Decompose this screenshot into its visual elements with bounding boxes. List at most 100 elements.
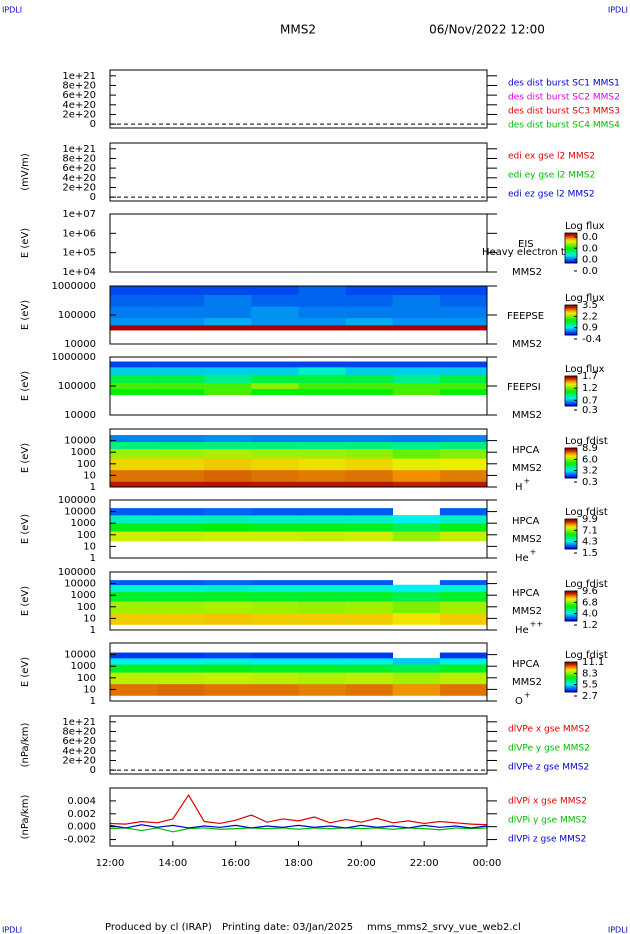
heatmap-cell (345, 325, 394, 331)
colorbar-stripe (565, 683, 577, 685)
colorbar-stripe (565, 391, 577, 393)
heatmap-cell (298, 374, 346, 383)
colorbar-stripe (565, 392, 577, 394)
heatmap-cell (345, 664, 394, 673)
heatmap-cell (298, 664, 346, 673)
colorbar-stripe (565, 382, 577, 384)
heatmap-cell (110, 612, 158, 625)
colorbar-stripe (565, 519, 577, 521)
colorbar-stripe (565, 604, 577, 607)
instrument-label: HPCA (512, 659, 540, 670)
colorbar-stripe (565, 526, 577, 529)
colorbar-tick-label: 2.7 (582, 691, 598, 702)
heatmap-cell (251, 306, 299, 319)
colorbar-title: Log flux (565, 293, 605, 304)
heatmap-cell (157, 388, 205, 396)
y-tick-label: 100000 (58, 381, 96, 392)
heatmap-cell (204, 672, 252, 685)
colorbar-stripe (565, 238, 577, 240)
colorbar-stripe (565, 331, 577, 333)
heatmap-cell (204, 374, 252, 383)
heatmap-cell (157, 306, 205, 319)
colorbar-stripe (565, 383, 577, 386)
heatmap-cell (110, 286, 158, 296)
colorbar-stripe (565, 453, 577, 455)
colorbar-stripe (565, 239, 577, 241)
colorbar-stripe (565, 672, 577, 674)
heatmap-cell (392, 658, 441, 665)
colorbar-stripe (565, 685, 577, 688)
legend-entry: des dist burst SC4 MMS4 (508, 121, 620, 131)
colorbar-stripe (565, 248, 577, 250)
colorbar-stripe (565, 601, 577, 603)
colorbar-tick-label: 11.1 (582, 657, 604, 668)
heatmap-cell (251, 448, 299, 459)
heatmap-cell (157, 374, 205, 383)
colorbar-stripe (565, 261, 577, 264)
y-tick-label: 100 (77, 459, 96, 470)
heatmap-cell (298, 361, 346, 368)
legend-entry: dlVPe x gse MMS2 (508, 725, 590, 735)
colorbar-stripe (565, 596, 577, 598)
instrument-label: HPCA (512, 588, 540, 599)
y-tick-label: 10000 (64, 579, 96, 590)
colorbar-tick-label: 8.3 (582, 668, 598, 679)
heatmap-cell (439, 584, 488, 593)
y-tick-label: 100 (77, 530, 96, 541)
colorbar-stripe (565, 534, 577, 536)
heatmap-cell (157, 317, 205, 326)
heatmap-cell (110, 580, 158, 586)
y-tick-label: 10 (83, 470, 96, 481)
spacecraft-label: MMS2 (512, 410, 542, 421)
colorbar-stripe (565, 536, 577, 539)
heatmap-cell (110, 683, 158, 696)
heatmap-cell (345, 374, 394, 383)
colorbar-stripe (565, 236, 577, 239)
heatmap-cell (298, 458, 346, 471)
heatmap-cell (110, 672, 158, 685)
heatmap-cell (251, 523, 299, 532)
colorbar-stripe (565, 253, 577, 255)
colorbar-stripe (565, 332, 577, 335)
colorbar-stripe (565, 520, 577, 522)
colorbar-stripe (565, 599, 577, 602)
y-tick-label: 100000 (58, 567, 96, 578)
colorbar-stripe (565, 677, 577, 679)
heatmap-cell (345, 448, 394, 459)
y-tick-label: 1 (90, 482, 96, 493)
panel-frame (109, 213, 488, 273)
colorbar-stripe (565, 465, 577, 468)
heatmap-cell (298, 441, 346, 450)
x-tick-label: 14:00 (158, 858, 187, 869)
heatmap-cell (251, 591, 299, 602)
heatmap-cell (204, 306, 252, 319)
heatmap-cell (251, 481, 299, 488)
heatmap-cell (110, 664, 158, 673)
instrument-label: EIS (518, 239, 534, 250)
y-tick-label: 100 (77, 673, 96, 684)
colorbar-stripe (565, 540, 577, 542)
heatmap-cell (110, 367, 158, 375)
colorbar-stripe (565, 521, 577, 524)
colorbar-stripe (565, 389, 577, 392)
colorbar-stripe (565, 545, 577, 547)
colorbar-tick-label: 6.0 (582, 454, 598, 465)
x-tick-label: 20:00 (347, 858, 376, 869)
y-tick-label: 4e+20 (62, 173, 96, 184)
heatmap-cell (251, 508, 299, 516)
heatmap-cell (204, 531, 252, 542)
y-tick-label: 8e+20 (62, 726, 96, 737)
y-axis-label: E (eV) (20, 300, 31, 330)
colorbar-stripe (565, 454, 577, 456)
heatmap-cell (298, 523, 346, 532)
y-tick-label: 1000 (71, 590, 96, 601)
heatmap-cell (110, 317, 158, 326)
colorbar-stripe (565, 522, 577, 525)
heatmap-cell (439, 448, 488, 459)
colorbar-stripe (565, 307, 577, 310)
colorbar-stripe (565, 680, 577, 683)
heatmap-cell (298, 306, 346, 319)
heatmap-cell (439, 481, 488, 488)
colorbar-stripe (565, 234, 577, 236)
heatmap-cell (298, 382, 346, 390)
